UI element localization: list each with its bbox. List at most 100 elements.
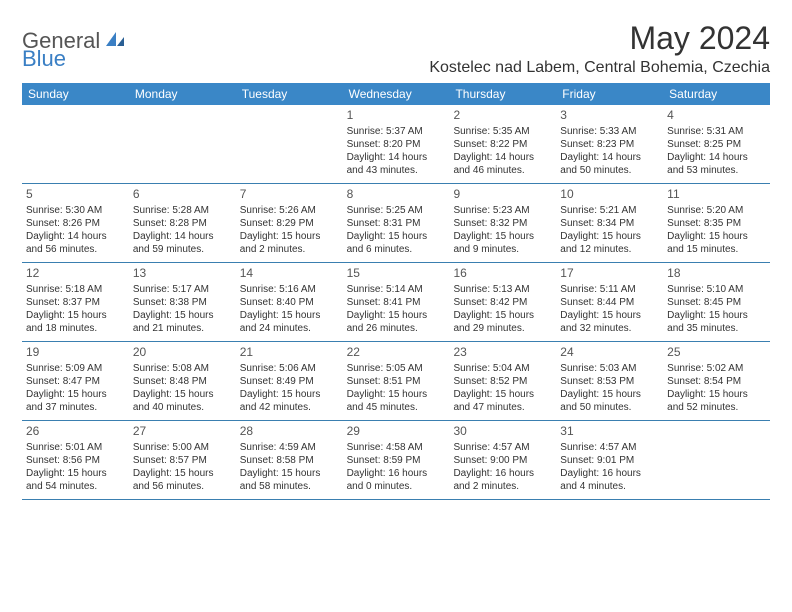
day-cell: 21Sunrise: 5:06 AMSunset: 8:49 PMDayligh…	[236, 342, 343, 420]
day-daylight1: Daylight: 15 hours	[667, 388, 766, 401]
day-cell: 31Sunrise: 4:57 AMSunset: 9:01 PMDayligh…	[556, 421, 663, 499]
day-number: 6	[133, 187, 232, 203]
logo-sail-icon	[104, 30, 126, 53]
day-sunset: Sunset: 8:54 PM	[667, 375, 766, 388]
day-daylight1: Daylight: 14 hours	[560, 151, 659, 164]
day-cell: 15Sunrise: 5:14 AMSunset: 8:41 PMDayligh…	[343, 263, 450, 341]
week-row: 5Sunrise: 5:30 AMSunset: 8:26 PMDaylight…	[22, 184, 770, 263]
day-cell: 12Sunrise: 5:18 AMSunset: 8:37 PMDayligh…	[22, 263, 129, 341]
day-sunrise: Sunrise: 5:21 AM	[560, 204, 659, 217]
day-daylight1: Daylight: 15 hours	[26, 388, 125, 401]
week-row: 12Sunrise: 5:18 AMSunset: 8:37 PMDayligh…	[22, 263, 770, 342]
day-sunrise: Sunrise: 4:58 AM	[347, 441, 446, 454]
day-sunrise: Sunrise: 5:35 AM	[453, 125, 552, 138]
day-sunset: Sunset: 8:48 PM	[133, 375, 232, 388]
day-sunset: Sunset: 8:38 PM	[133, 296, 232, 309]
day-sunrise: Sunrise: 5:11 AM	[560, 283, 659, 296]
day-daylight2: and 56 minutes.	[26, 243, 125, 256]
calendar: Sunday Monday Tuesday Wednesday Thursday…	[22, 83, 770, 500]
day-number: 15	[347, 266, 446, 282]
day-number: 20	[133, 345, 232, 361]
day-daylight1: Daylight: 15 hours	[26, 309, 125, 322]
week-row: 1Sunrise: 5:37 AMSunset: 8:20 PMDaylight…	[22, 105, 770, 184]
day-sunset: Sunset: 8:42 PM	[453, 296, 552, 309]
day-number: 14	[240, 266, 339, 282]
day-number: 29	[347, 424, 446, 440]
day-daylight2: and 40 minutes.	[133, 401, 232, 414]
day-daylight2: and 0 minutes.	[347, 480, 446, 493]
day-daylight1: Daylight: 14 hours	[453, 151, 552, 164]
day-cell: 16Sunrise: 5:13 AMSunset: 8:42 PMDayligh…	[449, 263, 556, 341]
day-number: 19	[26, 345, 125, 361]
day-sunset: Sunset: 8:37 PM	[26, 296, 125, 309]
day-daylight2: and 32 minutes.	[560, 322, 659, 335]
day-daylight2: and 15 minutes.	[667, 243, 766, 256]
day-daylight2: and 52 minutes.	[667, 401, 766, 414]
day-sunset: Sunset: 8:44 PM	[560, 296, 659, 309]
day-daylight1: Daylight: 15 hours	[453, 309, 552, 322]
day-daylight1: Daylight: 15 hours	[347, 388, 446, 401]
day-sunrise: Sunrise: 5:02 AM	[667, 362, 766, 375]
day-sunset: Sunset: 8:25 PM	[667, 138, 766, 151]
day-daylight2: and 45 minutes.	[347, 401, 446, 414]
day-cell: 4Sunrise: 5:31 AMSunset: 8:25 PMDaylight…	[663, 105, 770, 183]
day-number: 24	[560, 345, 659, 361]
day-daylight1: Daylight: 15 hours	[240, 467, 339, 480]
day-cell: 17Sunrise: 5:11 AMSunset: 8:44 PMDayligh…	[556, 263, 663, 341]
day-daylight1: Daylight: 15 hours	[240, 230, 339, 243]
day-daylight1: Daylight: 14 hours	[347, 151, 446, 164]
day-number: 12	[26, 266, 125, 282]
day-daylight1: Daylight: 15 hours	[667, 230, 766, 243]
day-number: 9	[453, 187, 552, 203]
day-sunset: Sunset: 8:29 PM	[240, 217, 339, 230]
day-header-fri: Friday	[556, 83, 663, 105]
day-daylight2: and 37 minutes.	[26, 401, 125, 414]
day-daylight2: and 9 minutes.	[453, 243, 552, 256]
day-sunrise: Sunrise: 4:59 AM	[240, 441, 339, 454]
day-number: 28	[240, 424, 339, 440]
day-sunrise: Sunrise: 5:37 AM	[347, 125, 446, 138]
day-cell: 9Sunrise: 5:23 AMSunset: 8:32 PMDaylight…	[449, 184, 556, 262]
day-daylight2: and 2 minutes.	[453, 480, 552, 493]
day-number: 31	[560, 424, 659, 440]
day-number: 8	[347, 187, 446, 203]
day-daylight1: Daylight: 15 hours	[560, 230, 659, 243]
day-number: 3	[560, 108, 659, 124]
day-daylight2: and 24 minutes.	[240, 322, 339, 335]
day-sunset: Sunset: 8:31 PM	[347, 217, 446, 230]
day-header-sun: Sunday	[22, 83, 129, 105]
day-daylight2: and 6 minutes.	[347, 243, 446, 256]
day-number: 11	[667, 187, 766, 203]
day-sunrise: Sunrise: 5:30 AM	[26, 204, 125, 217]
day-header-tue: Tuesday	[236, 83, 343, 105]
day-sunrise: Sunrise: 5:28 AM	[133, 204, 232, 217]
day-cell: 3Sunrise: 5:33 AMSunset: 8:23 PMDaylight…	[556, 105, 663, 183]
day-sunrise: Sunrise: 5:31 AM	[667, 125, 766, 138]
day-cell: 20Sunrise: 5:08 AMSunset: 8:48 PMDayligh…	[129, 342, 236, 420]
day-header-row: Sunday Monday Tuesday Wednesday Thursday…	[22, 83, 770, 105]
day-daylight1: Daylight: 14 hours	[26, 230, 125, 243]
title-block: May 2024 Kostelec nad Labem, Central Boh…	[429, 20, 770, 77]
day-daylight1: Daylight: 15 hours	[453, 388, 552, 401]
day-daylight2: and 56 minutes.	[133, 480, 232, 493]
day-daylight2: and 29 minutes.	[453, 322, 552, 335]
day-cell: 18Sunrise: 5:10 AMSunset: 8:45 PMDayligh…	[663, 263, 770, 341]
location-text: Kostelec nad Labem, Central Bohemia, Cze…	[429, 59, 770, 77]
day-cell: 14Sunrise: 5:16 AMSunset: 8:40 PMDayligh…	[236, 263, 343, 341]
day-number: 26	[26, 424, 125, 440]
day-number: 4	[667, 108, 766, 124]
day-sunset: Sunset: 8:22 PM	[453, 138, 552, 151]
day-cell	[129, 105, 236, 183]
day-daylight1: Daylight: 14 hours	[133, 230, 232, 243]
day-daylight2: and 18 minutes.	[26, 322, 125, 335]
day-daylight2: and 42 minutes.	[240, 401, 339, 414]
day-header-sat: Saturday	[663, 83, 770, 105]
day-daylight1: Daylight: 14 hours	[667, 151, 766, 164]
day-sunset: Sunset: 8:32 PM	[453, 217, 552, 230]
day-sunset: Sunset: 8:57 PM	[133, 454, 232, 467]
day-cell: 13Sunrise: 5:17 AMSunset: 8:38 PMDayligh…	[129, 263, 236, 341]
day-cell	[22, 105, 129, 183]
day-daylight1: Daylight: 15 hours	[133, 467, 232, 480]
day-daylight2: and 2 minutes.	[240, 243, 339, 256]
calendar-page: General May 2024 Kostelec nad Labem, Cen…	[0, 0, 792, 510]
